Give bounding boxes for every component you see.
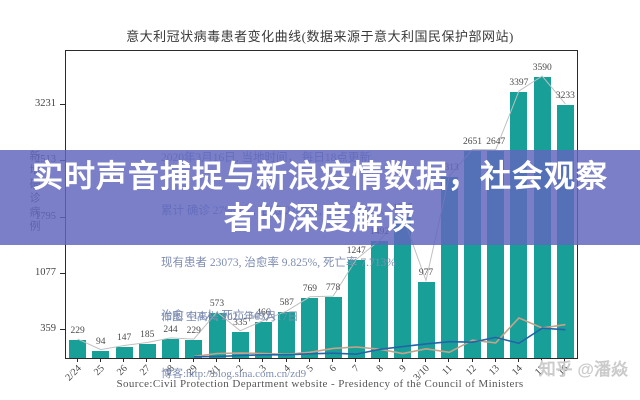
x-tick-mark <box>123 358 125 362</box>
bar-value-label: 1247 <box>346 246 366 257</box>
source-note: Source:Civil Protection Department websi… <box>116 378 524 390</box>
x-tick-mark <box>216 358 217 362</box>
stats-line-rates: 现有患者 23073, 治愈率 9.825%, 死亡率 7.713% <box>161 257 396 269</box>
bar <box>347 260 365 358</box>
bar <box>138 343 156 358</box>
y-tick-label: 1077 <box>35 266 56 278</box>
x-tick-mark <box>401 358 403 362</box>
y-tick-mark <box>60 328 65 330</box>
bar <box>69 340 87 358</box>
bar-value-label: 769 <box>302 283 318 294</box>
bar-value-label: 229 <box>186 326 201 337</box>
x-tick-mark <box>285 358 287 362</box>
bar-value-label: 2651 <box>463 136 482 147</box>
bar <box>301 297 319 358</box>
x-tick-mark <box>169 358 171 362</box>
aux-line-blue <box>193 327 566 358</box>
trend-lines-layer <box>77 75 566 358</box>
x-tick-mark <box>192 358 194 362</box>
x-tick-mark <box>355 358 357 362</box>
x-tick-mark <box>564 358 566 362</box>
x-tick-mark <box>378 358 380 362</box>
bar <box>115 346 133 358</box>
bar-value-label: 147 <box>116 332 132 343</box>
bar-value-label: 573 <box>209 299 225 310</box>
headline-overlay-banner: 实时声音捕捉与新浪疫情数据，社会观察 者的深度解读 <box>0 150 640 245</box>
bar <box>231 331 249 358</box>
x-tick-mark <box>494 358 496 362</box>
x-tick-mark <box>425 358 426 362</box>
x-tick-mark <box>471 358 473 362</box>
bar-value-label: 3397 <box>509 78 529 89</box>
bar-value-label: 244 <box>163 324 178 335</box>
x-tick-mark <box>99 358 101 362</box>
headline-line-1: 实时声音捕捉与新浪疫情数据，社会观察 <box>32 158 608 194</box>
bar <box>185 340 203 358</box>
bar-value-label: 2647 <box>486 136 506 147</box>
x-tick-mark <box>517 358 519 362</box>
bar <box>324 297 342 358</box>
x-tick-mark <box>332 358 334 362</box>
bar-value-label: 977 <box>418 267 434 278</box>
bar <box>371 241 389 358</box>
author-line: 作图 空高兴 2020年03月17日 <box>161 311 299 323</box>
bar-value-label: 3233 <box>555 90 575 101</box>
y-tick-label: 359 <box>40 322 56 334</box>
bar <box>92 350 110 358</box>
bar <box>394 217 412 358</box>
headline-line-2: 者的深度解读 <box>224 200 416 236</box>
y-tick-mark <box>60 272 65 274</box>
x-tick-mark <box>146 358 148 362</box>
x-tick-mark <box>76 358 78 362</box>
x-tick-mark <box>541 358 543 362</box>
bar-value-label: 778 <box>325 283 341 294</box>
x-tick-mark <box>448 358 450 362</box>
new-cases-trend-line <box>77 75 566 351</box>
bar-value-label: 466 <box>256 307 271 318</box>
bar-value-label: 185 <box>140 329 155 340</box>
bar <box>254 321 272 358</box>
bar-value-label: 94 <box>96 336 106 347</box>
bar <box>162 338 179 358</box>
bar-value-label: 3590 <box>532 63 552 73</box>
y-tick-label: 3231 <box>35 98 56 110</box>
bar-value-label: 229 <box>70 326 85 337</box>
bar-value-label: 587 <box>279 298 294 309</box>
stats-line-daily: 治愈 414人, 死亡 349人 <box>161 309 276 322</box>
x-tick-mark <box>262 358 264 362</box>
zhihu-watermark: 知乎 @潘焱 <box>538 360 628 379</box>
blog-url-line: 博客:http://blog.sina.com.cn/zd9 <box>161 368 307 380</box>
y-tick-mark <box>60 104 65 106</box>
chart-title: 意大利冠状病毒患者变化曲线(数据来源于意大利国民保护部网站) <box>126 29 514 44</box>
bar <box>208 313 226 358</box>
bar <box>417 281 435 358</box>
x-tick-mark <box>308 358 310 362</box>
author-credit-box: 作图 空高兴 2020年03月17日 博客:http://blog.sina.c… <box>161 270 306 400</box>
bar <box>278 312 296 358</box>
x-tick-mark <box>239 358 241 362</box>
bar-value-label: 335 <box>233 317 248 328</box>
